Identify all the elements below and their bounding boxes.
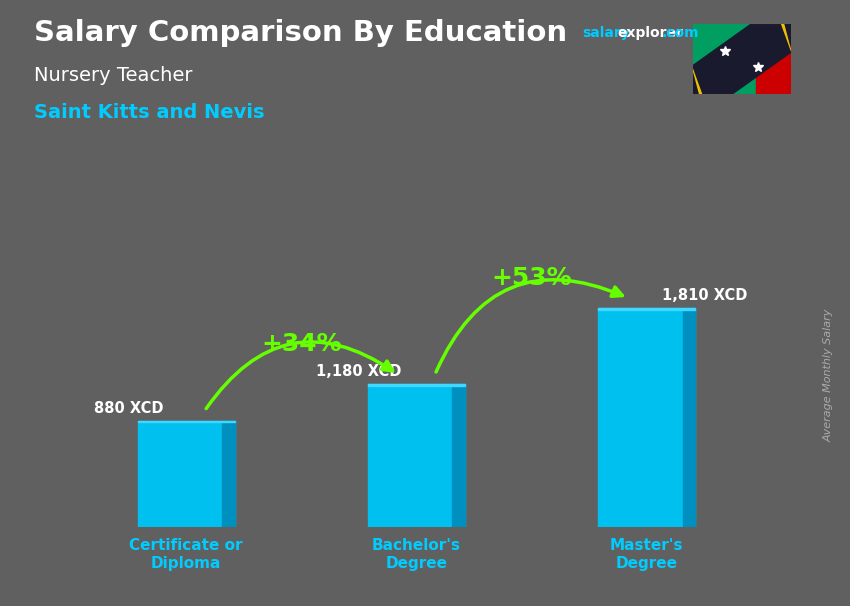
Polygon shape	[693, 24, 791, 94]
Bar	[598, 308, 695, 527]
Text: 1,180 XCD: 1,180 XCD	[316, 364, 401, 379]
Text: 880 XCD: 880 XCD	[94, 401, 163, 416]
Text: .com: .com	[661, 26, 699, 41]
Text: Nursery Teacher: Nursery Teacher	[34, 66, 192, 85]
Text: Average Monthly Salary: Average Monthly Salary	[824, 309, 834, 442]
Polygon shape	[693, 24, 791, 94]
Text: salary: salary	[582, 26, 630, 41]
FancyArrowPatch shape	[207, 342, 393, 408]
Text: Salary Comparison By Education: Salary Comparison By Education	[34, 19, 567, 47]
Text: +34%: +34%	[261, 332, 342, 356]
Bar	[138, 421, 235, 527]
Text: explorer: explorer	[617, 26, 683, 41]
Polygon shape	[756, 24, 790, 94]
Text: 1,810 XCD: 1,810 XCD	[661, 288, 747, 303]
Polygon shape	[693, 24, 791, 94]
FancyArrowPatch shape	[436, 280, 622, 372]
Bar	[368, 384, 465, 527]
Text: +53%: +53%	[491, 266, 572, 290]
Text: Saint Kitts and Nevis: Saint Kitts and Nevis	[34, 102, 264, 122]
Bar	[683, 308, 695, 527]
Bar	[138, 421, 235, 422]
Bar	[222, 421, 235, 527]
Bar	[452, 384, 465, 527]
Bar	[368, 384, 465, 386]
Bar	[598, 308, 695, 310]
